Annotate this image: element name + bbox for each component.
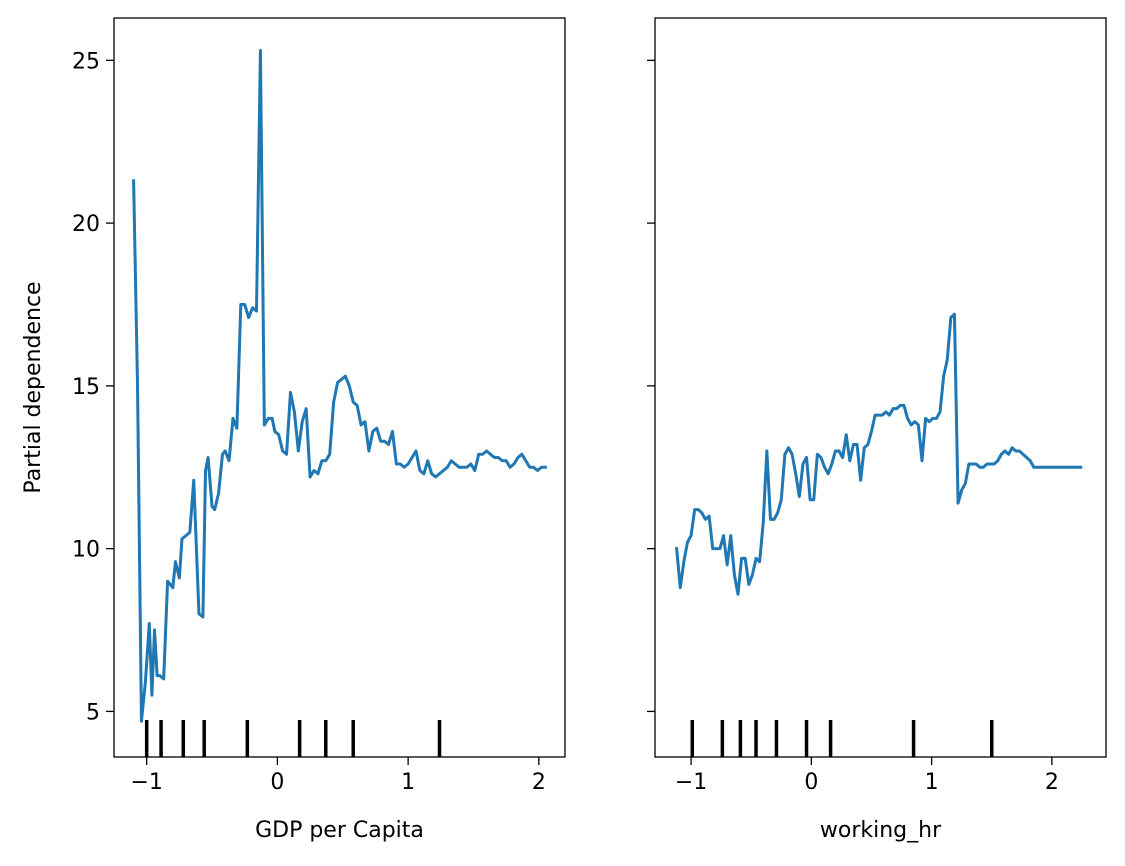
y-tick-label: 10 [72, 538, 100, 563]
x-tick-label: 2 [1045, 770, 1059, 795]
pd-line-series-0 [675, 312, 1083, 596]
x-axis-label: working_hr [820, 818, 942, 843]
y-tick-label: 5 [86, 700, 100, 725]
x-tick-label: 1 [401, 770, 415, 795]
pdp-panel-working-hr: −1 0 1 2 working_hr [647, 17, 1107, 843]
pd-line-series-0 [132, 49, 547, 723]
y-axis-label: Partial dependence [21, 281, 46, 493]
y-tick-label: 20 [72, 212, 100, 237]
x-tick-label: 2 [532, 770, 546, 795]
x-tick-label: −1 [130, 770, 162, 795]
x-tick-label: −1 [675, 770, 707, 795]
x-tick-label: 0 [270, 770, 284, 795]
axes-frame [113, 17, 566, 758]
x-tick-label: 0 [804, 770, 818, 795]
y-tick-label: 25 [72, 49, 100, 74]
y-tick-label: 15 [72, 375, 100, 400]
x-tick-label: 1 [925, 770, 939, 795]
axes-frame [654, 17, 1107, 758]
x-axis-label: GDP per Capita [255, 818, 424, 843]
